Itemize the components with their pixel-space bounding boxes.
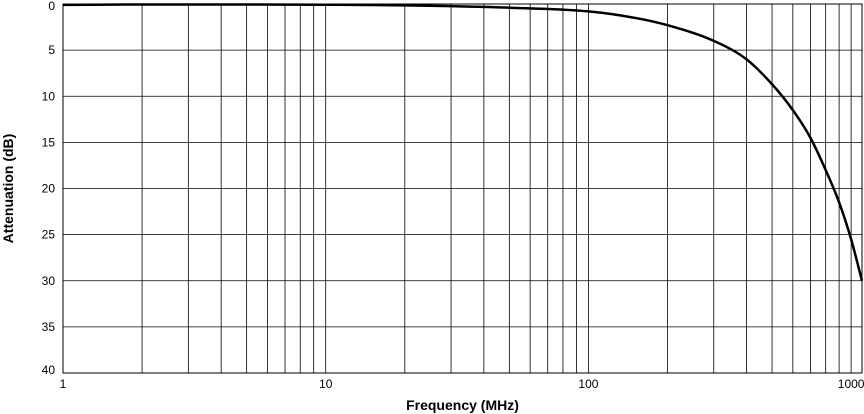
y-tick-label: 0: [48, 0, 55, 13]
y-axis-label: Attenuation (dB): [0, 134, 16, 244]
y-tick-label: 40: [42, 363, 56, 377]
y-tick-label: 20: [42, 182, 56, 196]
x-tick-label: 1: [60, 377, 67, 391]
x-tick-label: 10: [319, 377, 333, 391]
x-tick-label: 1000: [838, 377, 864, 391]
y-tick-label: 15: [42, 135, 56, 149]
y-tick-label: 10: [42, 89, 56, 103]
x-axis-label: Frequency (MHz): [406, 397, 519, 413]
x-tick-label: 100: [578, 377, 598, 391]
grid: [62, 3, 862, 374]
y-tick-label: 5: [48, 43, 55, 57]
y-axis-ticks: 0 5 10 15 20 25 30 35 40: [42, 0, 56, 377]
y-tick-label: 25: [42, 228, 56, 242]
y-tick-label: 30: [42, 274, 56, 288]
series-line: [62, 3, 864, 282]
y-tick-label: 35: [42, 320, 56, 334]
plot-frame: [62, 3, 863, 374]
x-axis-ticks: 1 10 100 1000: [60, 377, 864, 391]
